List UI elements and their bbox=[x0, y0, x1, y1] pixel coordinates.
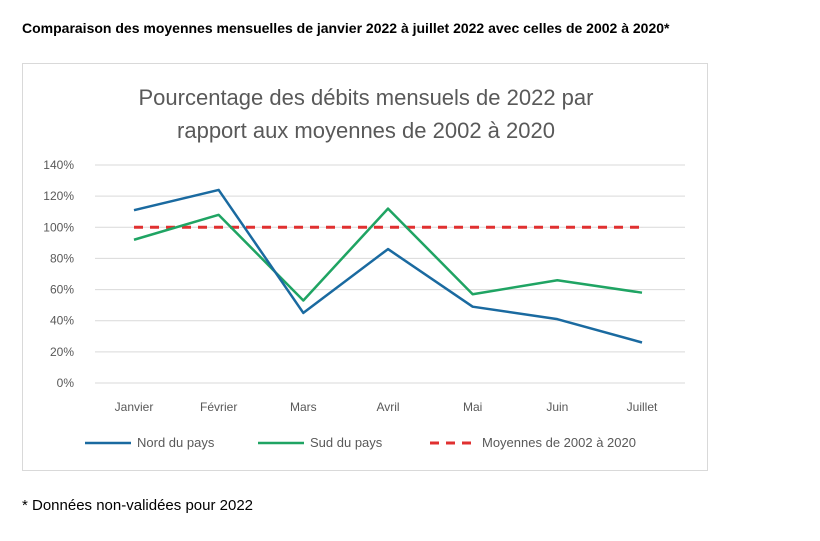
y-tick-label: 120% bbox=[43, 189, 74, 203]
chart-title: rapport aux moyennes de 2002 à 2020 bbox=[177, 118, 555, 143]
x-tick-label: Juin bbox=[546, 400, 568, 414]
y-tick-label: 140% bbox=[43, 158, 74, 172]
y-tick-label: 20% bbox=[50, 345, 74, 359]
x-tick-label: Mai bbox=[463, 400, 482, 414]
x-tick-label: Février bbox=[200, 400, 237, 414]
x-tick-label: Juillet bbox=[627, 400, 658, 414]
legend-label: Sud du pays bbox=[310, 435, 383, 450]
legend-label: Nord du pays bbox=[137, 435, 215, 450]
chart-title: Pourcentage des débits mensuels de 2022 … bbox=[139, 85, 594, 110]
page-title: Comparaison des moyennes mensuelles de j… bbox=[22, 20, 670, 36]
series-line-0 bbox=[133, 188, 643, 344]
y-tick-label: 60% bbox=[50, 283, 74, 297]
x-tick-label: Janvier bbox=[115, 400, 154, 414]
y-tick-label: 40% bbox=[50, 314, 74, 328]
series-line-1 bbox=[133, 207, 643, 302]
legend-label: Moyennes de 2002 à 2020 bbox=[482, 435, 636, 450]
footnote: * Données non-validées pour 2022 bbox=[22, 497, 253, 514]
y-tick-label: 0% bbox=[57, 376, 75, 390]
x-tick-label: Mars bbox=[290, 400, 317, 414]
x-tick-label: Avril bbox=[376, 400, 399, 414]
y-tick-label: 100% bbox=[43, 220, 74, 234]
y-tick-label: 80% bbox=[50, 251, 74, 265]
